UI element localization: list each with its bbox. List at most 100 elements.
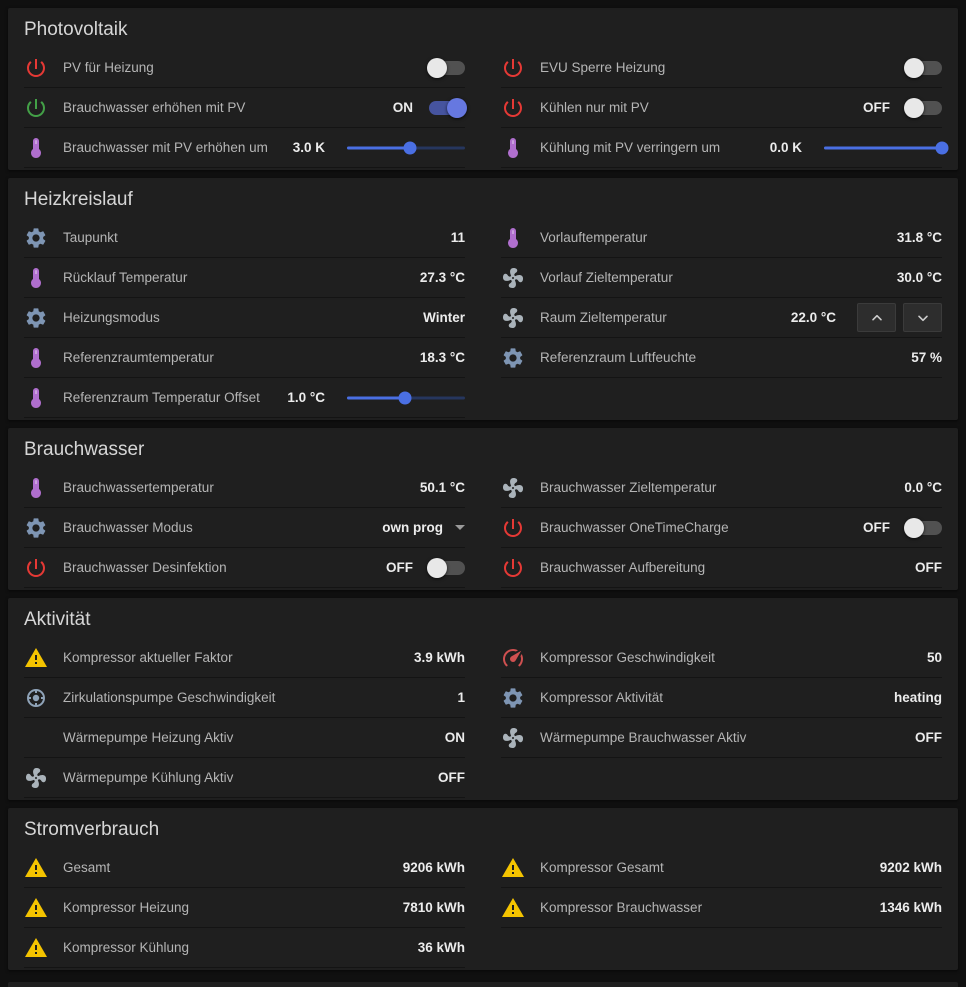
row-value: OFF	[915, 560, 942, 575]
row-label: Kühlung mit PV verringern um	[540, 140, 721, 155]
section-stromverbrauch: Stromverbrauch Gesamt 9206 kWh Kompresso…	[8, 808, 958, 970]
row-label: Brauchwasser OneTimeCharge	[540, 520, 729, 535]
row-value: 30.0 °C	[896, 270, 942, 285]
power-icon	[24, 556, 48, 580]
row-brauchwasser-mit-pv-erhoehen-um: Brauchwasser mit PV erhöhen um 3.0 K	[24, 128, 465, 168]
kuehlen-nur-mit-pv-toggle[interactable]	[904, 97, 942, 118]
selected-option: own prog	[382, 520, 443, 535]
row-label: Taupunkt	[63, 230, 118, 245]
evu-sperre-toggle[interactable]	[904, 57, 942, 78]
row-kompressor-geschwindigkeit: Kompressor Geschwindigkeit 50	[501, 638, 942, 678]
section-heizkreislauf: Heizkreislauf Taupunkt 11 Rücklauf Tempe…	[8, 178, 958, 420]
toggle-knob	[904, 97, 924, 118]
row-value: 0.0 K	[769, 140, 802, 155]
desinfektion-toggle[interactable]	[427, 557, 465, 578]
row-value: 0.0 °C	[904, 480, 942, 495]
row-kompressor-aktueller-faktor: Kompressor aktueller Faktor 3.9 kWh	[24, 638, 465, 678]
row-value: OFF	[438, 770, 465, 785]
row-label: Kompressor Geschwindigkeit	[540, 650, 715, 665]
section-title: Photovoltaik	[24, 19, 128, 40]
gear-icon	[24, 516, 48, 540]
warning-icon	[24, 936, 48, 960]
chevron-up-icon	[869, 310, 885, 326]
toggle-knob	[447, 97, 467, 118]
row-kuehlen-nur-mit-pv: Kühlen nur mit PV OFF	[501, 88, 942, 128]
section-title: Aktivität	[24, 609, 91, 630]
row-value: 27.3 °C	[419, 270, 465, 285]
pv-brauchwasser-slider[interactable]	[347, 140, 465, 156]
row-value: ON	[392, 100, 413, 115]
row-heizungsmodus: Heizungsmodus Winter	[24, 298, 465, 338]
pv-kuehlung-slider[interactable]	[824, 140, 949, 156]
raum-temp-increase-button[interactable]	[857, 303, 896, 332]
row-brauchwasser-aufbereitung: Brauchwasser Aufbereitung OFF	[501, 548, 942, 588]
row-value: ON	[444, 730, 465, 745]
row-brauchwasser-desinfektion: Brauchwasser Desinfektion OFF	[24, 548, 465, 588]
row-label: Wärmepumpe Heizung Aktiv	[63, 730, 234, 745]
thermometer-icon	[24, 266, 48, 290]
section-aktivitaet: Aktivität Kompressor aktueller Faktor 3.…	[8, 598, 958, 800]
row-label: Brauchwasser mit PV erhöhen um	[63, 140, 268, 155]
slider-knob[interactable]	[403, 141, 417, 154]
row-brauchwasser-erhoehen-mit-pv: Brauchwasser erhöhen mit PV ON	[24, 88, 467, 128]
power-icon	[501, 56, 525, 80]
raum-temp-decrease-button[interactable]	[903, 303, 942, 332]
row-label: Vorlauf Zieltemperatur	[540, 270, 673, 285]
row-value: OFF	[863, 520, 890, 535]
warning-icon	[24, 896, 48, 920]
brauchwasser-erhoehen-toggle[interactable]	[429, 97, 467, 118]
pump-icon	[24, 686, 48, 710]
row-gesamt: Gesamt 9206 kWh	[24, 848, 465, 888]
row-kompressor-aktivitaet: Kompressor Aktivität heating	[501, 678, 942, 718]
row-brauchwasser-onetimecharge: Brauchwasser OneTimeCharge OFF	[501, 508, 942, 548]
section-photovoltaik: Photovoltaik PV für Heizung Brauchwasser…	[8, 8, 958, 170]
thermometer-icon	[24, 476, 48, 500]
row-value: 9202 kWh	[879, 860, 942, 875]
thermometer-icon	[501, 136, 525, 160]
row-label: Kühlen nur mit PV	[540, 100, 649, 115]
slider-knob[interactable]	[398, 391, 412, 404]
row-value: 1	[457, 690, 465, 705]
row-label: PV für Heizung	[63, 60, 154, 75]
row-label: Wärmepumpe Kühlung Aktiv	[63, 770, 234, 785]
row-value: 7810 kWh	[402, 900, 465, 915]
row-value: 22.0 °C	[790, 310, 836, 325]
row-label: Referenzraum Temperatur Offset	[63, 390, 260, 405]
row-pv-fuer-heizung: PV für Heizung	[24, 48, 465, 88]
pv-fuer-heizung-toggle[interactable]	[427, 57, 465, 78]
row-label: Zirkulationspumpe Geschwindigkeit	[63, 690, 276, 705]
row-waermepumpe-brauchwasser-aktiv: Wärmepumpe Brauchwasser Aktiv OFF	[501, 718, 942, 758]
fan-icon	[501, 306, 525, 330]
fan-color-icon	[24, 726, 48, 750]
row-label: Kompressor Heizung	[63, 900, 190, 915]
row-label: Gesamt	[63, 860, 111, 875]
chevron-down-icon	[915, 310, 931, 326]
section-title: Heizkreislauf	[24, 189, 133, 210]
brauchwasser-modus-select[interactable]: own prog	[370, 520, 465, 535]
row-value: heating	[893, 690, 942, 705]
row-label: Brauchwasser erhöhen mit PV	[63, 100, 246, 115]
row-value: OFF	[863, 100, 890, 115]
row-label: EVU Sperre Heizung	[540, 60, 666, 75]
row-label: Brauchwasser Desinfektion	[63, 560, 227, 575]
power-icon	[501, 516, 525, 540]
row-brauchwassertemperatur: Brauchwassertemperatur 50.1 °C	[24, 468, 465, 508]
row-label: Raum Zieltemperatur	[540, 310, 667, 325]
row-taupunkt: Taupunkt 11	[24, 218, 465, 258]
row-label: Kompressor Brauchwasser	[540, 900, 703, 915]
warning-icon	[24, 856, 48, 880]
onetimecharge-toggle[interactable]	[904, 517, 942, 538]
thermometer-icon	[24, 136, 48, 160]
next-section-top-edge	[8, 982, 958, 987]
row-label: Wärmepumpe Brauchwasser Aktiv	[540, 730, 747, 745]
row-label: Kompressor aktueller Faktor	[63, 650, 233, 665]
referenzraum-offset-slider[interactable]	[347, 390, 465, 406]
fan-icon	[501, 266, 525, 290]
row-label: Kompressor Kühlung	[63, 940, 190, 955]
slider-knob[interactable]	[935, 141, 949, 154]
row-value: 36 kWh	[417, 940, 465, 955]
row-raum-zieltemperatur: Raum Zieltemperatur 22.0 °C	[501, 298, 942, 338]
row-value: 9206 kWh	[402, 860, 465, 875]
row-ruecklauf-temperatur: Rücklauf Temperatur 27.3 °C	[24, 258, 465, 298]
thermometer-icon	[24, 386, 48, 410]
